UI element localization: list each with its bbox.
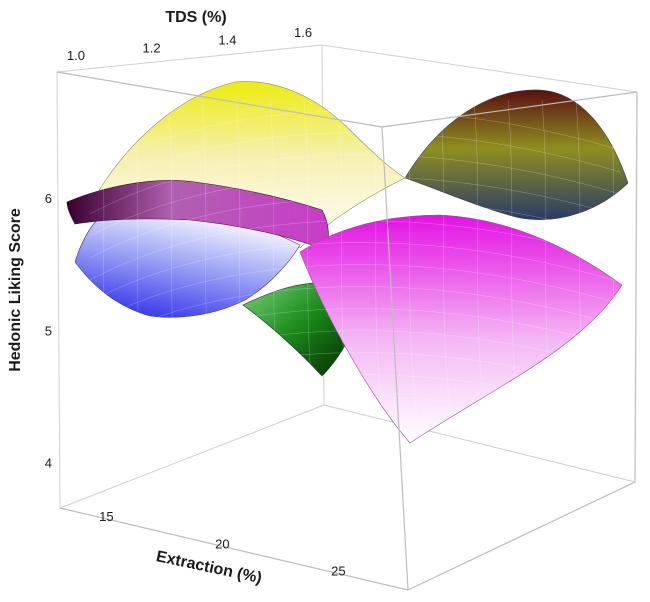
mesh-line — [89, 396, 621, 457]
tds-axis-ticks: 1.0 1.2 1.4 1.6 — [67, 25, 312, 63]
score-axis-ticks: 4 5 6 — [45, 191, 52, 471]
tds-axis-title: TDS (%) — [165, 9, 226, 26]
mesh-line — [371, 99, 388, 441]
mesh-line — [167, 99, 184, 441]
mesh-line — [507, 99, 524, 441]
mesh-line — [337, 99, 354, 441]
tds-tick-label: 1.2 — [143, 40, 161, 55]
score-tick-label: 6 — [45, 191, 52, 206]
score-axis-title: Hedonic Liking Score — [7, 208, 24, 372]
tds-tick-label: 1.4 — [218, 33, 236, 48]
tds-tick-label: 1.0 — [67, 48, 85, 63]
extraction-axis-title: Extraction (%) — [155, 548, 264, 587]
mesh-line — [269, 99, 286, 441]
extraction-tick-label: 15 — [99, 509, 113, 524]
mesh-line — [439, 99, 456, 441]
mesh-line — [303, 99, 320, 441]
plot-box-front — [56, 71, 638, 591]
score-tick-label: 5 — [45, 323, 52, 338]
mesh-line — [133, 99, 150, 441]
mesh-line — [575, 99, 592, 441]
extraction-axis-ticks: 15 20 25 — [99, 509, 345, 579]
mesh-line — [473, 99, 490, 441]
extraction-tick-label: 20 — [215, 536, 229, 551]
mesh-line — [235, 99, 252, 441]
extraction-tick-label: 25 — [331, 564, 345, 579]
mesh-line — [541, 99, 558, 441]
mesh-line — [405, 99, 422, 441]
mesh-line — [201, 99, 218, 441]
tds-tick-label: 1.6 — [294, 25, 312, 40]
surface-olive — [404, 89, 629, 221]
mesh-line — [609, 99, 626, 441]
mesh-line — [89, 374, 621, 435]
surfaces — [66, 81, 629, 444]
surface-magenta — [299, 214, 623, 444]
mesh-line — [99, 99, 116, 441]
score-tick-label: 4 — [45, 456, 52, 471]
